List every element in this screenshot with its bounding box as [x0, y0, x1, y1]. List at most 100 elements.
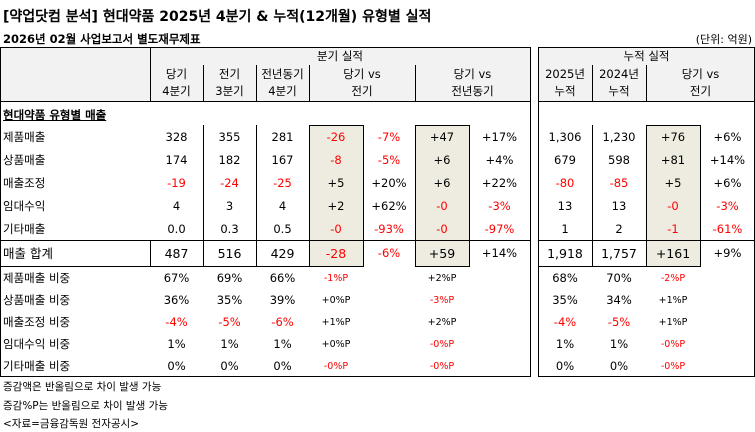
cumulative-cell: +5: [664, 175, 682, 190]
cumulative-cell: +161: [655, 246, 691, 261]
quarter-cell: 0.3: [220, 221, 239, 236]
row-label: 임대수익 비중: [3, 336, 71, 351]
quarter-cell: 429: [270, 246, 295, 261]
quarter-cell: -7%: [377, 129, 401, 144]
quarter-cell: 1%: [167, 336, 186, 351]
quarter-cell: +2%P: [427, 316, 457, 328]
quarter-col-header: 당기 vs 전기: [343, 67, 381, 98]
quarter-cell: 167: [271, 152, 294, 167]
quarter-cell: -19: [167, 175, 186, 190]
unit-label: (단위: 억원): [695, 33, 752, 46]
row-label: 상품매출 비중: [3, 292, 71, 307]
divider: [256, 65, 257, 101]
divider: [646, 65, 647, 101]
quarter-cell: +59: [428, 246, 456, 261]
cumulative-cell: 34%: [606, 292, 632, 307]
cumulative-header: 누적 실적: [623, 49, 670, 63]
quarter-cell: 3: [225, 198, 234, 213]
cumulative-cell: +76: [660, 129, 686, 144]
cumulative-cell: 1,918: [547, 246, 583, 261]
cumulative-cell: -5%: [607, 314, 631, 329]
quarter-cell: -0%P: [323, 360, 349, 372]
divider: [415, 65, 416, 101]
total-top-line: [538, 240, 755, 241]
row-label: 임대수익: [3, 198, 46, 213]
total-bottom-line: [0, 266, 363, 267]
quarter-cell: 39%: [269, 292, 296, 307]
quarter-cell: 0.0: [167, 221, 186, 236]
quarter-cell: -0%P: [429, 360, 455, 372]
quarter-cell: -0%P: [429, 338, 455, 350]
cumulative-cell: +6%: [713, 175, 742, 190]
quarter-cell: +6: [433, 175, 451, 190]
quarter-cell: 36%: [163, 292, 190, 307]
quarter-header: 분기 실적: [317, 49, 363, 63]
quarter-cell: 4: [172, 198, 181, 213]
cumulative-cell: -1: [667, 221, 679, 236]
quarter-cell: +2: [327, 198, 345, 213]
section-title: 현대약품 유형별 매출: [3, 108, 107, 122]
quarter-col-header: 당기 4분기: [162, 67, 191, 98]
quarter-cell: 4: [278, 198, 287, 213]
cumulative-cell: 35%: [552, 292, 578, 307]
quarter-cell: -93%: [374, 221, 404, 236]
quarter-cell: 35%: [216, 292, 243, 307]
divider: [150, 48, 151, 102]
quarter-cell: 281: [271, 129, 294, 144]
cumulative-cell: 13: [611, 198, 627, 213]
cumulative-cell: 68%: [552, 270, 578, 285]
source-note: <자료=금융감독원 전자공시>: [3, 418, 139, 430]
cumulative-col-header: 당기 vs 전기: [681, 67, 720, 98]
quarter-cell: +1%P: [321, 316, 351, 328]
delta-highlight: [415, 125, 470, 267]
divider: [592, 65, 593, 101]
quarter-cell: -28: [325, 246, 347, 261]
quarter-cell: +2%P: [427, 272, 457, 284]
quarter-cell: -1%P: [323, 272, 349, 284]
quarter-cell: +6: [433, 152, 451, 167]
cumulative-cell: -4%: [553, 314, 577, 329]
quarter-cell: +0%P: [321, 294, 351, 306]
quarter-cell: -4%: [165, 314, 188, 329]
quarter-cell: 355: [218, 129, 241, 144]
cumulative-cell: 598: [608, 152, 630, 167]
cumulative-cell: +1%P: [658, 294, 688, 306]
cumulative-cell: 2: [615, 221, 623, 236]
quarter-cell: -26: [326, 129, 346, 144]
cumulative-cell: -0: [667, 198, 679, 213]
quarter-cell: -5%: [377, 152, 401, 167]
row-label: 제품매출 비중: [3, 270, 71, 285]
quarter-cell: +17%: [481, 129, 518, 144]
row-label: 매출조정 비중: [3, 314, 71, 329]
cumulative-cell: 1,757: [601, 246, 637, 261]
quarter-cell: +62%: [371, 198, 407, 213]
row-label: 기타매출 비중: [3, 358, 71, 373]
cumulative-cell: +6%: [713, 129, 742, 144]
quarter-cell: -0: [436, 221, 448, 236]
cumulative-cell: -0%P: [660, 338, 686, 350]
quarter-cell: +5: [327, 175, 345, 190]
page-title: [약업닷컴 분석] 현대약품 2025년 4분기 & 누적(12개월) 유형별 …: [3, 9, 432, 25]
quarter-cell: 182: [218, 152, 241, 167]
quarter-cell: -6%: [377, 246, 401, 260]
cumulative-cell: 1,230: [602, 129, 636, 144]
total-bottom-line: [538, 266, 701, 267]
quarter-cell: 1%: [273, 336, 292, 351]
quarter-cell: -97%: [484, 221, 515, 236]
divider: [309, 65, 310, 101]
cumulative-cell: +81: [660, 152, 686, 167]
cumulative-cell: 70%: [606, 270, 632, 285]
quarter-cell: +20%: [371, 175, 407, 190]
row-label: 제품매출: [3, 129, 46, 144]
quarter-cell: -3%P: [429, 294, 455, 306]
quarter-cell: -25: [273, 175, 292, 190]
cumulative-cell: 0%: [609, 358, 629, 373]
divider: [150, 240, 151, 266]
note-rounding-amount: 증감액은 반올림으로 차이 발생 가능: [3, 381, 162, 393]
quarter-col-header: 전년동기 4분기: [261, 67, 304, 98]
cumulative-cell: -3%: [716, 198, 739, 213]
quarter-cell: +14%: [481, 246, 518, 260]
quarter-cell: +0%P: [321, 338, 351, 350]
divider: [203, 125, 204, 266]
row-label: 매출조정: [3, 175, 46, 190]
